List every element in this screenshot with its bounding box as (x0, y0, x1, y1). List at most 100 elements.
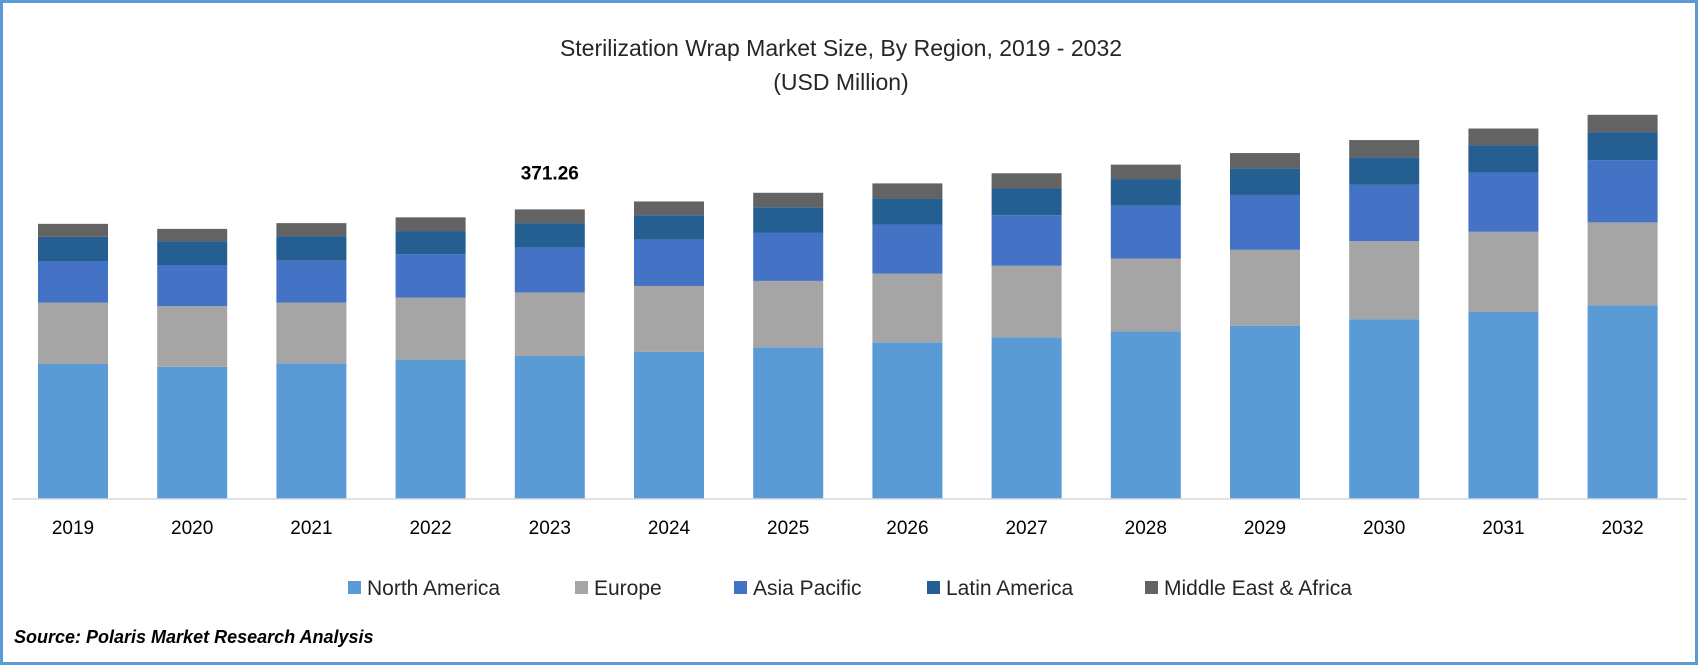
bar-north-america-2027 (991, 337, 1062, 499)
bar-asia-pacific-2023 (514, 247, 585, 293)
bar-middle-east-and-africa-2031 (1468, 128, 1539, 146)
legend-label: Middle East & Africa (1164, 577, 1352, 600)
bar-asia-pacific-2027 (991, 215, 1062, 266)
legend-swatch (348, 581, 361, 594)
legend-swatch (1145, 581, 1158, 594)
legend: North America Europe Asia Pacific Latin Ame… (348, 577, 1352, 600)
bar-latin-america-2023 (514, 223, 585, 248)
plot-area (38, 114, 1658, 499)
bar-europe-2028 (1110, 258, 1181, 332)
x-tick-label: 2028 (1125, 518, 1167, 539)
x-tick-label: 2029 (1244, 518, 1286, 539)
bar-latin-america-2030 (1349, 157, 1420, 185)
bar-latin-america-2029 (1230, 168, 1300, 195)
bar-middle-east-and-africa-2020 (157, 228, 228, 242)
bar-europe-2026 (872, 273, 943, 343)
bar-north-america-2021 (276, 363, 347, 499)
bar-latin-america-2026 (872, 198, 943, 225)
bar-north-america-2028 (1110, 331, 1181, 499)
bar-europe-2025 (753, 280, 824, 348)
bar-asia-pacific-2022 (395, 254, 466, 298)
bar-europe-2019 (38, 302, 108, 364)
bar-north-america-2022 (395, 359, 466, 499)
legend-label: Asia Pacific (753, 577, 862, 600)
x-tick-label: 2026 (886, 518, 928, 539)
bar-asia-pacific-2024 (634, 239, 704, 286)
x-tick-label: 2027 (1005, 518, 1047, 539)
bar-north-america-2023 (514, 356, 585, 499)
bar-north-america-2025 (753, 347, 824, 499)
x-tick-label: 2031 (1482, 518, 1524, 539)
legend-swatch (734, 581, 747, 594)
bar-asia-pacific-2020 (157, 265, 228, 307)
x-tick-label: 2025 (767, 518, 809, 539)
x-tick-label: 2032 (1601, 518, 1643, 539)
bar-middle-east-and-africa-2027 (991, 173, 1062, 189)
x-tick-label: 2030 (1363, 518, 1405, 539)
bar-north-america-2026 (872, 342, 943, 499)
bar-middle-east-and-africa-2030 (1349, 140, 1420, 158)
legend-item-north-america: North America (348, 577, 500, 600)
chart-title: Sterilization Wrap Market Size, By Regio… (560, 35, 1122, 61)
bar-asia-pacific-2025 (753, 232, 824, 281)
bar-middle-east-and-africa-2028 (1110, 164, 1181, 180)
bar-north-america-2030 (1349, 319, 1420, 499)
bar-north-america-2029 (1230, 325, 1300, 499)
x-tick-label: 2024 (648, 518, 691, 539)
bar-europe-2032 (1587, 222, 1658, 306)
bar-asia-pacific-2026 (872, 224, 943, 274)
bar-latin-america-2024 (634, 215, 704, 240)
bar-europe-2020 (157, 306, 228, 367)
legend-label: North America (367, 577, 500, 600)
bar-north-america-2031 (1468, 311, 1539, 499)
bar-middle-east-and-africa-2023 (514, 209, 585, 224)
bar-asia-pacific-2031 (1468, 172, 1539, 232)
legend-swatch (575, 581, 588, 594)
bar-north-america-2032 (1587, 305, 1658, 499)
bar-latin-america-2031 (1468, 145, 1539, 173)
x-tick-label: 2023 (529, 518, 571, 539)
bar-north-america-2019 (38, 363, 108, 499)
x-tick-label: 2021 (290, 518, 332, 539)
bar-middle-east-and-africa-2032 (1587, 114, 1658, 133)
x-tick-label: 2019 (52, 518, 94, 539)
bar-asia-pacific-2032 (1587, 160, 1658, 223)
legend-item-latin-america: Latin America (927, 577, 1074, 600)
bar-latin-america-2020 (157, 241, 228, 266)
bar-north-america-2024 (634, 351, 704, 499)
data-label: 371.26 (521, 163, 579, 184)
bar-europe-2029 (1230, 249, 1300, 326)
bar-latin-america-2027 (991, 188, 1062, 216)
bar-europe-2022 (395, 297, 466, 360)
chart-subtitle: (USD Million) (773, 69, 908, 95)
source-note: Source: Polaris Market Research Analysis (14, 627, 374, 647)
bar-europe-2023 (514, 292, 585, 357)
bar-asia-pacific-2021 (276, 260, 347, 303)
legend-item-asia-pacific: Asia Pacific (734, 577, 862, 600)
bar-europe-2031 (1468, 231, 1539, 312)
x-tick-label: 2020 (171, 518, 213, 539)
x-tick-label: 2022 (409, 518, 451, 539)
legend-item-europe: Europe (575, 577, 662, 600)
bar-europe-2030 (1349, 241, 1420, 320)
bar-asia-pacific-2029 (1230, 194, 1300, 250)
bar-latin-america-2022 (395, 231, 466, 255)
bar-middle-east-and-africa-2022 (395, 217, 466, 232)
bar-latin-america-2019 (38, 236, 108, 262)
bar-europe-2024 (634, 285, 704, 352)
legend-label: Europe (594, 577, 662, 600)
bar-middle-east-and-africa-2029 (1230, 153, 1300, 169)
bar-latin-america-2028 (1110, 179, 1181, 206)
bar-asia-pacific-2030 (1349, 184, 1420, 242)
x-axis-ticks: 2019 2020 2021 2022 2023 2024 2025 2026 2027 2028… (52, 518, 1644, 539)
bar-europe-2027 (991, 265, 1062, 338)
bar-latin-america-2025 (753, 207, 824, 233)
bar-latin-america-2032 (1587, 132, 1658, 161)
bar-middle-east-and-africa-2021 (276, 223, 347, 237)
bar-latin-america-2021 (276, 236, 347, 261)
bar-europe-2021 (276, 302, 347, 364)
bar-asia-pacific-2028 (1110, 205, 1181, 259)
bar-asia-pacific-2019 (38, 261, 108, 303)
legend-item-middle-east-and-africa: Middle East & Africa (1145, 577, 1352, 600)
